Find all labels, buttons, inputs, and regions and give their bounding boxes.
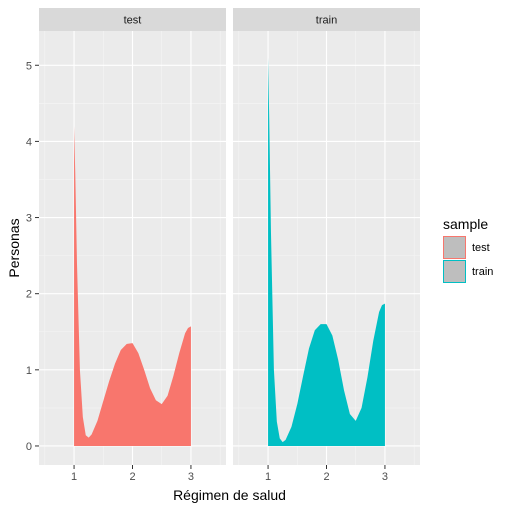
x-tick-label: 1 (71, 471, 77, 483)
legend-title: sample (443, 216, 488, 232)
y-tick-label: 3 (26, 213, 32, 225)
y-tick-label: 2 (26, 289, 32, 301)
facet-strip-train (233, 8, 420, 31)
facet-strip-label: train (316, 15, 337, 27)
density-area-train (268, 57, 385, 446)
density-area-test (74, 126, 191, 446)
y-tick-label: 4 (26, 136, 32, 148)
x-tick-label: 2 (323, 471, 329, 483)
x-axis-title: Régimen de salud (173, 487, 286, 503)
legend-key-train (443, 260, 466, 283)
y-tick-label: 5 (26, 60, 32, 72)
legend-label-test: test (472, 242, 490, 254)
legend-label-train: train (472, 266, 493, 278)
y-tick-label: 0 (26, 441, 32, 453)
facet-panel-train: train 1 2 3 (233, 8, 420, 483)
legend: sample test train (443, 216, 493, 283)
x-tick-label: 1 (265, 471, 271, 483)
x-tick-label: 2 (129, 471, 135, 483)
y-tick-label: 1 (26, 365, 32, 377)
facet-panel-test: test 1 2 3 (39, 8, 226, 483)
x-tick-label: 3 (188, 471, 194, 483)
facet-strip-label: test (124, 15, 142, 27)
x-tick-label: 3 (382, 471, 388, 483)
facet-strip-test (39, 8, 226, 31)
y-axis-title: Personas (6, 218, 22, 277)
legend-key-test (443, 236, 466, 259)
